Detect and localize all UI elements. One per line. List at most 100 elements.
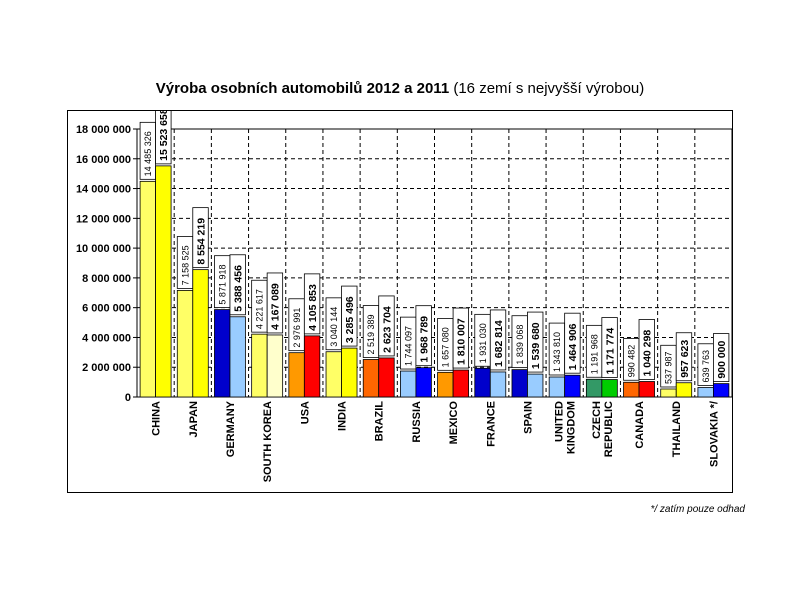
value-label-box xyxy=(564,312,581,374)
value-label-text: 15 523 658 xyxy=(158,111,170,161)
chart-title: Výroba osobních automobilů 2012 a 2011 (… xyxy=(67,80,733,97)
x-tick-label: SOUTH KOREA xyxy=(262,401,274,482)
value-label-text: 4 167 089 xyxy=(270,283,282,330)
value-label-box xyxy=(601,317,618,378)
value-label-2012: 1 810 007 xyxy=(452,307,469,369)
bar-2012-usa xyxy=(303,335,321,398)
x-category-label: MEXICO xyxy=(448,401,460,445)
x-category-label: CZECH REPUBLIC xyxy=(591,401,615,457)
x-tick-label: CHINA xyxy=(151,401,163,436)
value-label-2012: 957 623 xyxy=(675,332,693,382)
value-label-2012: 900 000 xyxy=(713,333,730,383)
value-label-text: 1 343 810 xyxy=(552,332,562,372)
value-label-text: 639 763 xyxy=(701,350,711,383)
x-category-label: BRAZIL xyxy=(374,401,386,442)
chart-frame: 0 2 000 000 4 000 000 6 000 000 8 000 000 10 … xyxy=(67,110,733,493)
bar-2012-brazil xyxy=(378,357,395,398)
value-label-box xyxy=(489,309,507,371)
bar-2011-usa xyxy=(288,352,305,398)
x-tick-label: SPAIN xyxy=(522,401,534,434)
value-label-text: 1 810 007 xyxy=(456,318,468,365)
x-category-label: SPAIN xyxy=(522,401,534,434)
bar-2011-brazil xyxy=(362,359,380,398)
value-label-text: 1 839 068 xyxy=(515,325,525,365)
value-label-text: 5 871 918 xyxy=(217,265,227,305)
value-label-box xyxy=(527,311,544,373)
x-category-label: SOUTH KOREA xyxy=(262,401,274,482)
value-label-text: 990 482 xyxy=(627,345,637,378)
value-label-2011: 14 485 326 xyxy=(139,121,156,180)
x-tick-label: USA xyxy=(299,401,311,424)
bar-2011-south-korea xyxy=(251,333,268,398)
value-label-box xyxy=(155,111,172,165)
value-label-text: 2 519 389 xyxy=(366,314,376,354)
value-label-2012: 1 539 680 xyxy=(527,311,544,373)
y-tick-label: 8 000 000 xyxy=(82,273,131,285)
value-label-text: 537 987 xyxy=(664,351,674,384)
bar-2011-china xyxy=(139,180,156,398)
x-tick-label: THAILAND xyxy=(671,401,683,457)
value-label-2012: 1 682 814 xyxy=(489,309,507,371)
x-tick-label: GERMANY xyxy=(225,400,237,457)
x-tick-label: SLOVAKIA */ xyxy=(708,401,720,467)
x-category-label: RUSSIA xyxy=(411,401,423,443)
value-label-2011: 1 839 068 xyxy=(511,315,528,369)
value-label-box xyxy=(303,273,321,335)
bar-2012-japan xyxy=(192,269,209,398)
bar-2012-india xyxy=(341,347,358,398)
bar-2012-south-korea xyxy=(266,334,284,398)
value-label-text: 5 388 456 xyxy=(232,265,244,312)
x-tick-label: CANADA xyxy=(634,401,646,449)
x-tick-label: UNITED xyxy=(554,401,566,442)
value-label-text: 1 171 774 xyxy=(604,328,616,375)
value-label-box xyxy=(452,307,469,369)
chart-subtitle: (16 zemí s nejvyšší výrobou) xyxy=(453,80,645,97)
value-label-2012: 5 388 456 xyxy=(229,254,246,316)
value-label-box xyxy=(378,295,395,357)
value-label-2012: 1 040 298 xyxy=(638,319,655,380)
value-label-text: 3 285 496 xyxy=(344,296,356,343)
x-tick-label: BRAZIL xyxy=(374,401,386,442)
value-label-2011: 537 987 xyxy=(660,344,677,388)
value-label-text: 2 976 991 xyxy=(292,308,302,348)
value-label-text: 1 968 789 xyxy=(418,316,430,363)
value-label-2011: 1 931 030 xyxy=(474,313,491,367)
bar-2011-france xyxy=(474,367,491,398)
x-category-label: UNITED KINGDOM xyxy=(554,401,578,454)
y-tick-label: 6 000 000 xyxy=(82,303,131,315)
bar-2011-russia xyxy=(400,370,417,398)
y-tick-label: 14 000 000 xyxy=(76,184,131,196)
bar-2012-france xyxy=(489,371,507,398)
value-label-text: 7 158 525 xyxy=(180,245,190,285)
bar-2012-czech-republic xyxy=(601,379,618,398)
bar-2012-slovakia xyxy=(713,383,730,398)
value-label-text: 1 744 097 xyxy=(403,326,413,366)
value-label-2011: 2 519 389 xyxy=(362,305,380,358)
value-label-text: 14 485 326 xyxy=(143,131,153,176)
x-tick-label: REPUBLIC xyxy=(603,401,615,457)
x-category-label: THAILAND xyxy=(671,401,683,457)
y-tick-label: 12 000 000 xyxy=(76,213,131,225)
bar-2011-thailand xyxy=(660,388,677,398)
footnote: */ zatím pouze odhad xyxy=(650,504,745,515)
value-label-text: 1 657 080 xyxy=(441,327,451,367)
value-label-2012: 1 171 774 xyxy=(601,317,618,378)
value-label-2011: 1 191 968 xyxy=(585,324,603,378)
bar-2012-mexico xyxy=(452,369,469,398)
value-label-box xyxy=(713,333,730,383)
bar-chart: 0 2 000 000 4 000 000 6 000 000 8 000 000 10 … xyxy=(76,111,733,482)
value-label-2012: 4 167 089 xyxy=(266,272,284,334)
bar-2012-united-kingdom xyxy=(564,374,581,398)
value-label-box xyxy=(638,319,655,380)
value-label-2012: 8 554 219 xyxy=(192,207,209,269)
bar-2012-russia xyxy=(415,367,432,398)
x-category-label: GERMANY xyxy=(225,400,237,457)
x-tick-label: KINGDOM xyxy=(566,401,578,454)
value-label-text: 1 191 968 xyxy=(589,334,599,374)
x-category-label: USA xyxy=(299,401,311,424)
x-tick-label: JAPAN xyxy=(188,401,200,438)
x-tick-label: RUSSIA xyxy=(411,401,423,443)
value-label-text: 4 105 853 xyxy=(307,284,319,331)
value-label-text: 4 221 617 xyxy=(255,289,265,329)
value-label-2012: 4 105 853 xyxy=(303,273,321,335)
